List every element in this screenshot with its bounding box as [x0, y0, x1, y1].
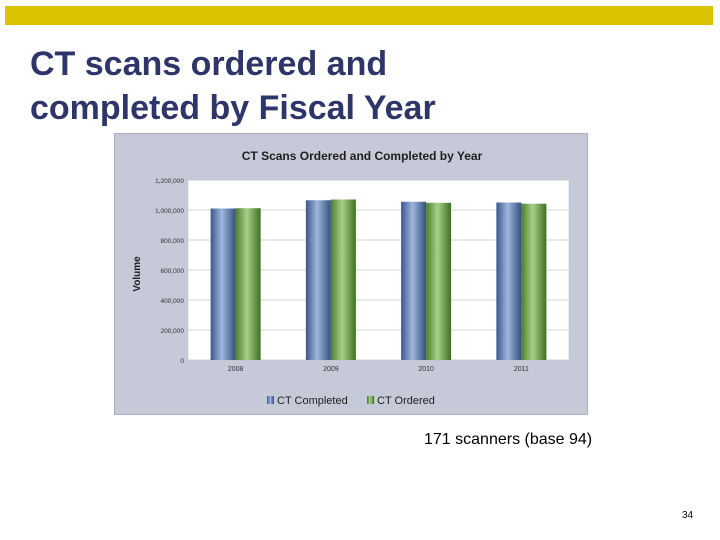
y-tick-label: 1,000,000	[155, 208, 184, 215]
legend-swatch	[367, 396, 374, 404]
bar-ct-ordered	[426, 202, 452, 360]
x-tick-label: 2011	[514, 366, 529, 373]
x-tick-labels: 2008 2009 2010 2011	[228, 366, 529, 373]
y-tick-label: 800,000	[161, 238, 185, 245]
bars	[210, 199, 547, 360]
legend-label: CT Completed	[277, 395, 348, 407]
slide-title-line-1: CT scans ordered and	[30, 45, 388, 83]
chart-title: CT Scans Ordered and Completed by Year	[242, 149, 483, 163]
chart-frame: CT Scans Ordered and Completed by Year 0…	[114, 133, 588, 415]
bar-chart: CT Scans Ordered and Completed by Year 0…	[132, 149, 570, 407]
x-tick-label: 2008	[228, 366, 244, 373]
page-number: 34	[682, 510, 694, 521]
y-tick-label: 200,000	[161, 328, 185, 335]
slide-title-line-2: completed by Fiscal Year	[30, 89, 436, 127]
bar-ct-ordered	[330, 199, 356, 360]
y-tick-label: 600,000	[161, 268, 185, 275]
legend-swatch	[267, 396, 274, 404]
bar-ct-ordered	[521, 203, 547, 360]
bar-ct-completed	[401, 201, 427, 360]
bar-ct-completed	[210, 208, 236, 360]
x-tick-label: 2009	[323, 366, 339, 373]
top-accent-bar	[5, 6, 713, 25]
bar-ct-completed	[496, 202, 522, 360]
x-tick-label: 2010	[418, 366, 434, 373]
y-tick-labels: 0 200,000 400,000 600,000 800,000 1,000,000 1,…	[155, 178, 184, 365]
legend: CT Completed CT Ordered	[267, 395, 435, 407]
bar-ct-completed	[305, 200, 331, 360]
bar-ct-ordered	[235, 208, 261, 360]
legend-label: CT Ordered	[377, 395, 435, 407]
y-tick-label: 1,200,000	[155, 178, 184, 185]
y-axis-label: Volume	[132, 256, 143, 292]
scanner-note: 171 scanners (base 94)	[424, 431, 593, 448]
y-tick-label: 0	[180, 358, 184, 365]
slide-title: CT scans ordered and completed by Fiscal…	[30, 42, 670, 130]
y-tick-label: 400,000	[161, 298, 185, 305]
